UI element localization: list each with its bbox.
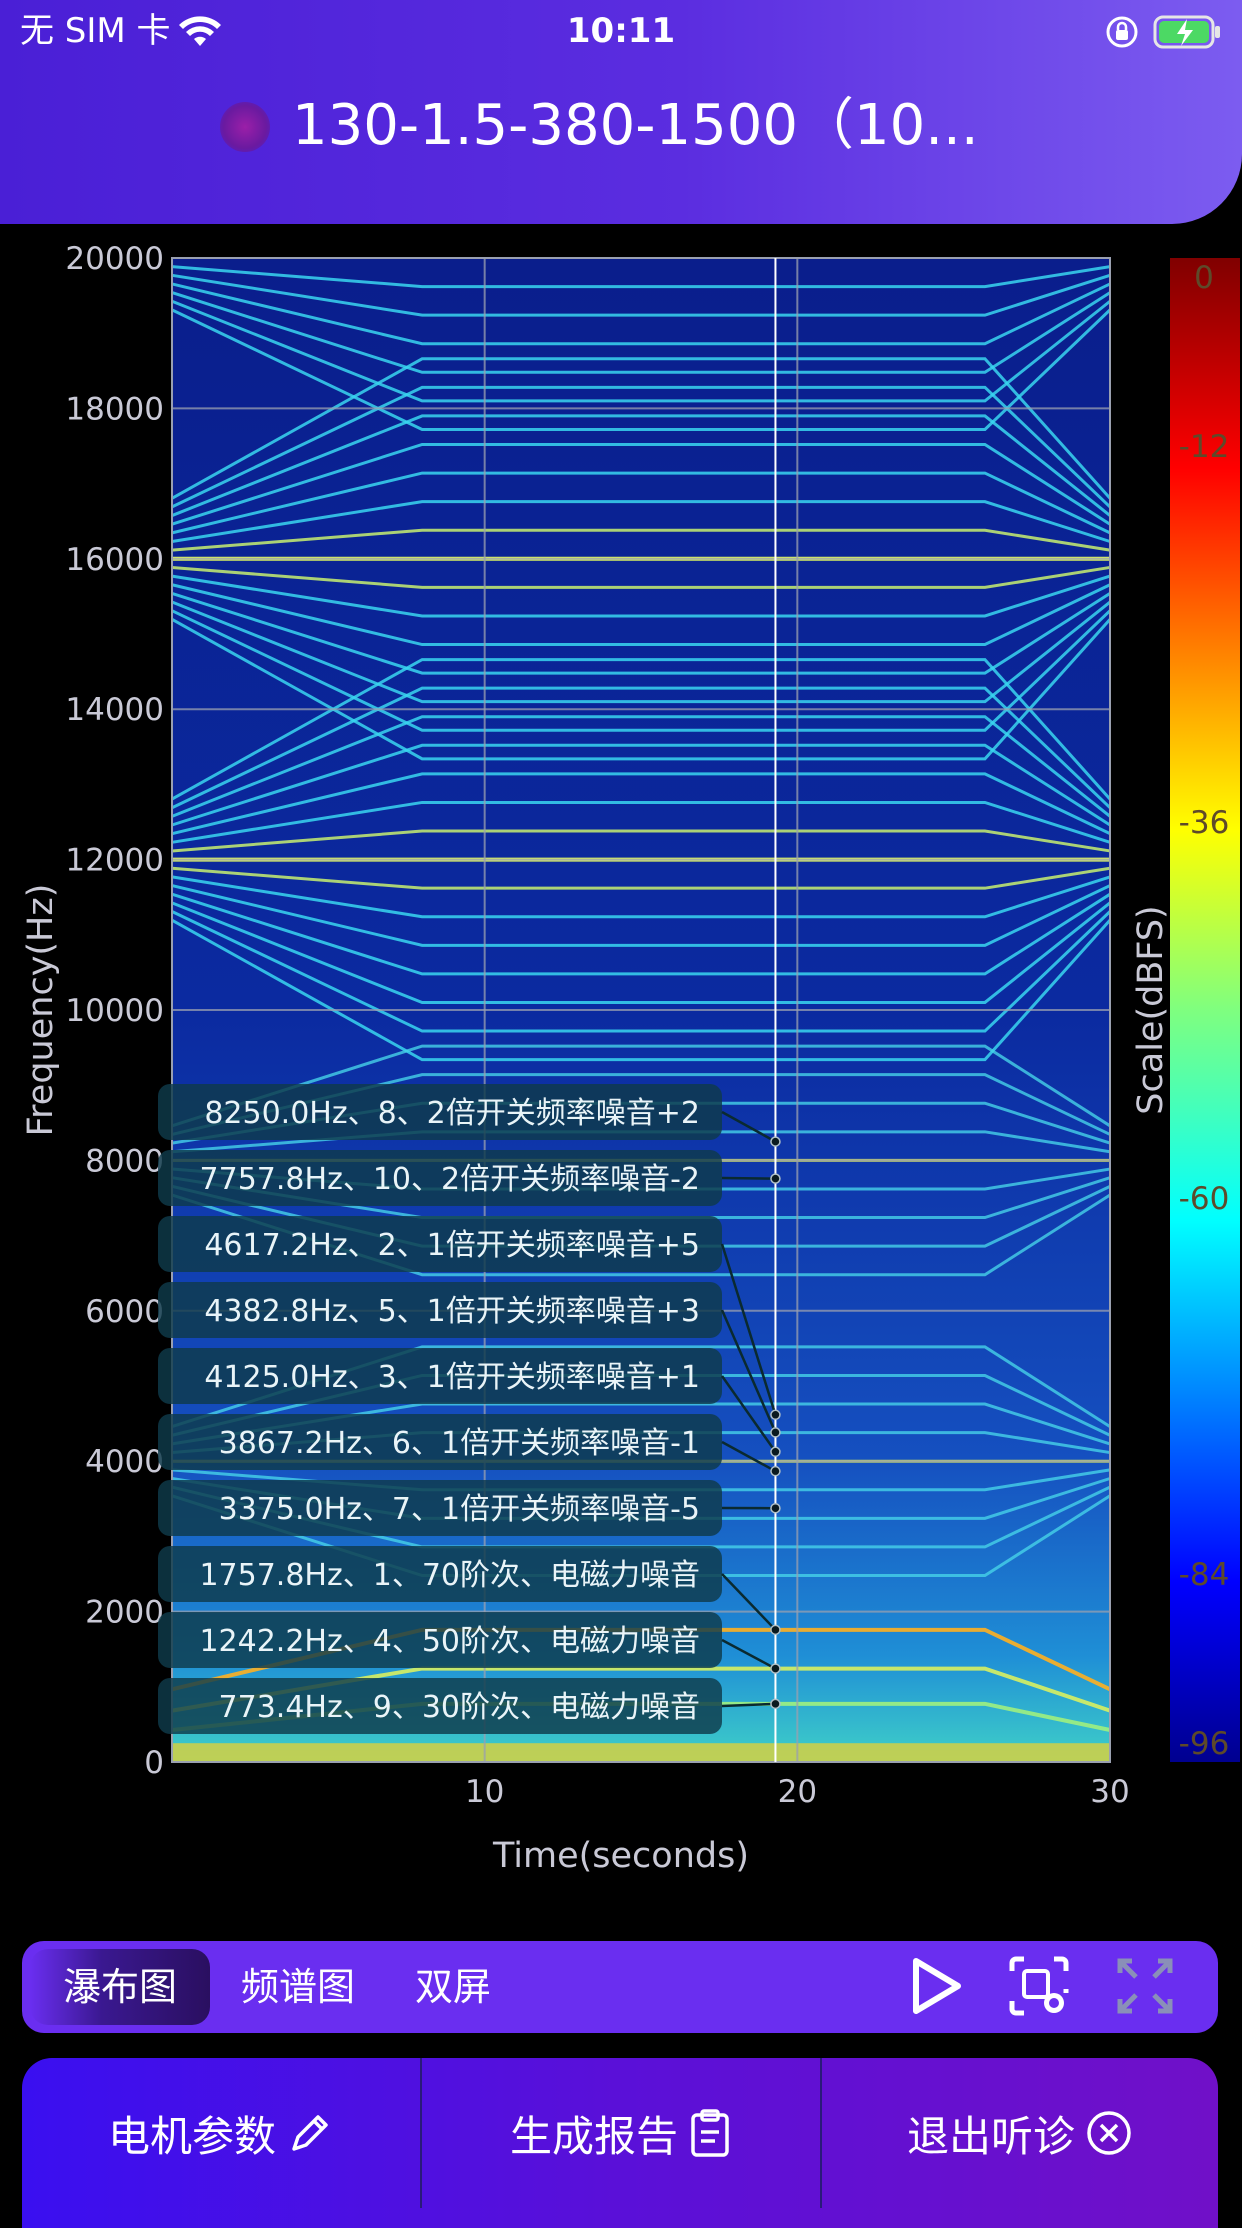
annotation-label: 4382.8Hz、5、1倍开关频率噪音+3 xyxy=(204,1294,700,1329)
y-tick-label: 14000 xyxy=(65,692,164,728)
x-tick-label: 30 xyxy=(1090,1774,1129,1810)
motor-params-button[interactable]: 电机参数 xyxy=(22,2058,420,2208)
y-tick-label: 8000 xyxy=(85,1143,164,1179)
y-tick-label: 0 xyxy=(144,1745,164,1781)
tab-spectrum[interactable]: 频谱图 xyxy=(218,1949,378,2025)
generate-report-label: 生成报告 xyxy=(510,2103,678,2164)
colorbar-gradient xyxy=(1170,258,1240,1762)
tab-dual-screen[interactable]: 双屏 xyxy=(388,1949,518,2025)
screenshot-icon[interactable] xyxy=(1006,1953,1072,2019)
y-tick-label: 4000 xyxy=(85,1444,164,1480)
annotation-label: 4617.2Hz、2、1倍开关频率噪音+5 xyxy=(204,1228,700,1263)
exit-label: 退出听诊 xyxy=(907,2103,1075,2164)
x-tick-label: 10 xyxy=(465,1774,504,1810)
lock-rotation-icon xyxy=(1104,14,1140,50)
annotation-marker xyxy=(771,1428,780,1437)
y-tick-label: 2000 xyxy=(85,1595,164,1631)
annotation-marker xyxy=(771,1625,780,1634)
annotation-marker xyxy=(771,1504,780,1513)
annotation-marker xyxy=(771,1467,780,1476)
annotation-marker xyxy=(771,1174,780,1183)
y-tick-label: 18000 xyxy=(65,391,164,427)
header: 无 SIM 卡 10:11 130-1.5-380-1500（10... xyxy=(0,0,1242,224)
annotation-label: 8250.0Hz、8、2倍开关频率噪音+2 xyxy=(204,1096,700,1131)
annotation-label: 773.4Hz、9、30阶次、电磁力噪音 xyxy=(219,1690,700,1725)
annotation-marker xyxy=(771,1664,780,1673)
y-tick-label: 12000 xyxy=(65,843,164,879)
colorbar-tick: -84 xyxy=(1179,1557,1230,1593)
fullscreen-icon[interactable] xyxy=(1112,1953,1178,2019)
generate-report-button[interactable]: 生成报告 xyxy=(422,2058,820,2208)
annotation-marker xyxy=(771,1447,780,1456)
close-circle-icon xyxy=(1085,2109,1133,2157)
x-axis-label: Time(seconds) xyxy=(492,1836,749,1876)
page-title: 130-1.5-380-1500（10... xyxy=(292,90,979,162)
play-icon[interactable] xyxy=(902,1953,968,2019)
y-tick-label: 6000 xyxy=(85,1294,164,1330)
annotation-label: 3867.2Hz、6、1倍开关频率噪音-1 xyxy=(219,1426,700,1461)
clipboard-icon xyxy=(688,2108,732,2158)
y-tick-label: 10000 xyxy=(65,993,164,1029)
annotation-label: 7757.8Hz、10、2倍开关频率噪音-2 xyxy=(200,1162,700,1197)
annotation-label: 1242.2Hz、4、50阶次、电磁力噪音 xyxy=(199,1624,700,1659)
annotation-marker xyxy=(771,1137,780,1146)
bottom-bar: 电机参数 生成报告 退出听诊 xyxy=(22,2058,1218,2228)
annotation-marker xyxy=(771,1699,780,1708)
low-band-noise xyxy=(172,1743,1110,1762)
colorbar-tick: -96 xyxy=(1179,1726,1230,1762)
waterfall-chart: 0 2000 4000 6000 8000 10000 12000 14000 16000 180… xyxy=(0,240,1242,1880)
colorbar-tick: -60 xyxy=(1179,1181,1230,1217)
clock: 10:11 xyxy=(0,8,1242,54)
y-axis-label: Frequency(Hz) xyxy=(21,884,61,1137)
y-tick-label: 16000 xyxy=(65,542,164,578)
pencil-icon xyxy=(286,2109,334,2157)
exit-button[interactable]: 退出听诊 xyxy=(822,2058,1218,2208)
status-dot xyxy=(220,102,270,152)
annotation-marker xyxy=(771,1410,780,1419)
colorbar-tick: -36 xyxy=(1179,805,1230,841)
annotation-label: 4125.0Hz、3、1倍开关频率噪音+1 xyxy=(204,1360,700,1395)
y-tick-label: 20000 xyxy=(65,241,164,277)
colorbar-label: Scale(dBFS) xyxy=(1131,905,1171,1114)
colorbar: 0 -12 -36 -60 -84 -96 Scale(dBFS) xyxy=(1131,258,1240,1762)
x-tick-label: 20 xyxy=(778,1774,817,1810)
tab-waterfall[interactable]: 瀑布图 xyxy=(30,1949,210,2025)
colorbar-tick: -12 xyxy=(1179,429,1230,465)
view-toolbar: 瀑布图 频谱图 双屏 xyxy=(22,1941,1218,2033)
annotation-leader xyxy=(722,1178,775,1179)
colorbar-tick: 0 xyxy=(1194,260,1214,296)
motor-params-label: 电机参数 xyxy=(108,2103,276,2164)
annotation-label: 1757.8Hz、1、70阶次、电磁力噪音 xyxy=(199,1558,700,1593)
annotation-label: 3375.0Hz、7、1倍开关频率噪音-5 xyxy=(219,1492,700,1527)
battery-charging-icon xyxy=(1153,14,1223,50)
